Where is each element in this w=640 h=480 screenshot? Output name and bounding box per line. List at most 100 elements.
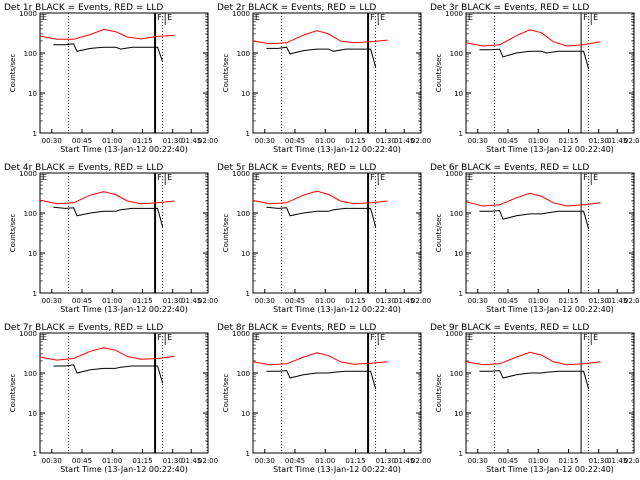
chart-panel-2: Det 2r BLACK = Events, RED = LLD 1 10 100 10… (217, 3, 431, 154)
y-tick-label: 1 (459, 130, 463, 138)
y-axis-label: Counts/sec (9, 54, 17, 93)
corner-marker: E (468, 333, 473, 342)
series-line-events (53, 43, 164, 63)
x-tick-label: 00:45 (285, 137, 305, 145)
x-axis-label: Start Time (13-Jan-12 00:22:40) (60, 465, 188, 474)
e-marker-label: E (593, 13, 598, 22)
y-tick-label: 10 (28, 250, 37, 258)
series-line-events (53, 364, 164, 384)
x-tick-label: 02:00 (411, 297, 431, 305)
x-tick-label: 01:30 (589, 137, 609, 145)
y-tick-label: 100 (450, 50, 463, 58)
x-tick-label: 01:45 (181, 297, 201, 305)
y-tick-label: 1000 (445, 330, 463, 338)
y-tick-label: 1 (246, 130, 250, 138)
y-axis-label: Counts/sec (435, 214, 443, 253)
e-marker-label: E (593, 173, 598, 182)
x-tick-label: 01:45 (181, 457, 201, 465)
y-axis-label: Counts/sec (222, 214, 230, 253)
f-marker-label: F (157, 13, 162, 22)
x-tick-label: 01:45 (394, 457, 414, 465)
x-tick-label: 01:30 (163, 297, 183, 305)
y-tick-label: 100 (237, 50, 250, 58)
x-tick-label: 02:00 (198, 457, 218, 465)
chart-title: Det 4r BLACK = Events, RED = LLD (4, 163, 163, 173)
x-tick-label: 02:00 (624, 137, 640, 145)
plot-frame (39, 12, 209, 134)
series-line-lld (465, 351, 601, 366)
y-tick-label: 10 (28, 90, 37, 98)
y-tick-label: 10 (241, 250, 250, 258)
e-marker-label: E (380, 173, 385, 182)
y-tick-label: 100 (237, 210, 250, 218)
y-tick-label: 1 (33, 130, 37, 138)
x-tick-label: 01:15 (345, 137, 365, 145)
y-tick-label: 1000 (19, 330, 37, 338)
corner-marker: E (42, 13, 47, 22)
y-tick-label: 100 (24, 370, 37, 378)
y-tick-label: 100 (237, 370, 250, 378)
chart-panel-9: Det 9r BLACK = Events, RED = LLD 1 10 100 10… (430, 323, 640, 474)
y-tick-label: 1 (246, 450, 250, 458)
chart-panel-3: Det 3r BLACK = Events, RED = LLD 1 10 100 10… (430, 3, 640, 154)
x-tick-label: 00:45 (72, 137, 92, 145)
x-tick-label: 01:30 (376, 137, 396, 145)
f-marker-label: F (157, 333, 162, 342)
plot-frame (252, 332, 422, 454)
y-tick-label: 1000 (232, 170, 250, 178)
y-tick-label: 1000 (445, 170, 463, 178)
chart-panel-6: Det 6r BLACK = Events, RED = LLD 1 10 100 10… (430, 163, 640, 314)
chart-panel-5: Det 5r BLACK = Events, RED = LLD 1 10 100 10… (217, 163, 431, 314)
x-tick-label: 00:45 (498, 457, 518, 465)
x-tick-label: 00:30 (255, 137, 275, 145)
y-tick-label: 100 (24, 50, 37, 58)
x-tick-label: 01:45 (607, 457, 627, 465)
chart-panel-7: Det 7r BLACK = Events, RED = LLD 1 10 100 10… (4, 323, 218, 474)
y-tick-label: 10 (241, 410, 250, 418)
chart-title: Det 3r BLACK = Events, RED = LLD (430, 3, 589, 13)
x-tick-label: 01:15 (132, 137, 152, 145)
plot-frame (252, 12, 422, 134)
x-tick-label: 01:15 (132, 457, 152, 465)
chart-title: Det 5r BLACK = Events, RED = LLD (217, 163, 376, 173)
plot-frame (465, 332, 635, 454)
y-tick-label: 1000 (19, 170, 37, 178)
x-tick-label: 01:00 (528, 297, 548, 305)
y-tick-label: 1000 (445, 10, 463, 18)
x-tick-label: 00:45 (498, 297, 518, 305)
x-tick-label: 02:00 (198, 297, 218, 305)
chart-panel-1: Det 1r BLACK = Events, RED = LLD 1 10 100 10… (4, 3, 218, 154)
x-tick-label: 01:30 (376, 457, 396, 465)
x-tick-label: 01:15 (558, 457, 578, 465)
y-axis-label: Counts/sec (9, 374, 17, 413)
y-tick-label: 1000 (232, 10, 250, 18)
plot-frame (252, 172, 422, 294)
x-tick-label: 02:00 (624, 297, 640, 305)
x-tick-label: 00:30 (42, 457, 62, 465)
x-tick-label: 01:15 (558, 297, 578, 305)
y-tick-label: 100 (450, 210, 463, 218)
e-marker-label: E (167, 13, 172, 22)
x-tick-label: 02:00 (624, 457, 640, 465)
x-axis-label: Start Time (13-Jan-12 00:22:40) (486, 305, 614, 314)
x-tick-label: 01:00 (315, 297, 335, 305)
series-line-events (53, 206, 164, 228)
x-tick-label: 00:30 (468, 457, 488, 465)
x-tick-label: 01:45 (607, 297, 627, 305)
series-line-lld (252, 352, 388, 366)
y-axis-label: Counts/sec (222, 374, 230, 413)
y-tick-label: 1000 (232, 330, 250, 338)
corner-marker: E (42, 173, 47, 182)
f-marker-label: F (370, 13, 375, 22)
series-line-lld (465, 192, 601, 207)
x-tick-label: 01:30 (376, 297, 396, 305)
y-axis-label: Counts/sec (435, 374, 443, 413)
x-tick-label: 00:30 (42, 137, 62, 145)
x-tick-label: 01:30 (589, 457, 609, 465)
x-tick-label: 02:00 (411, 457, 431, 465)
x-tick-label: 00:45 (285, 297, 305, 305)
y-tick-label: 1000 (19, 10, 37, 18)
series-line-lld (465, 29, 601, 47)
series-line-lld (39, 347, 175, 361)
